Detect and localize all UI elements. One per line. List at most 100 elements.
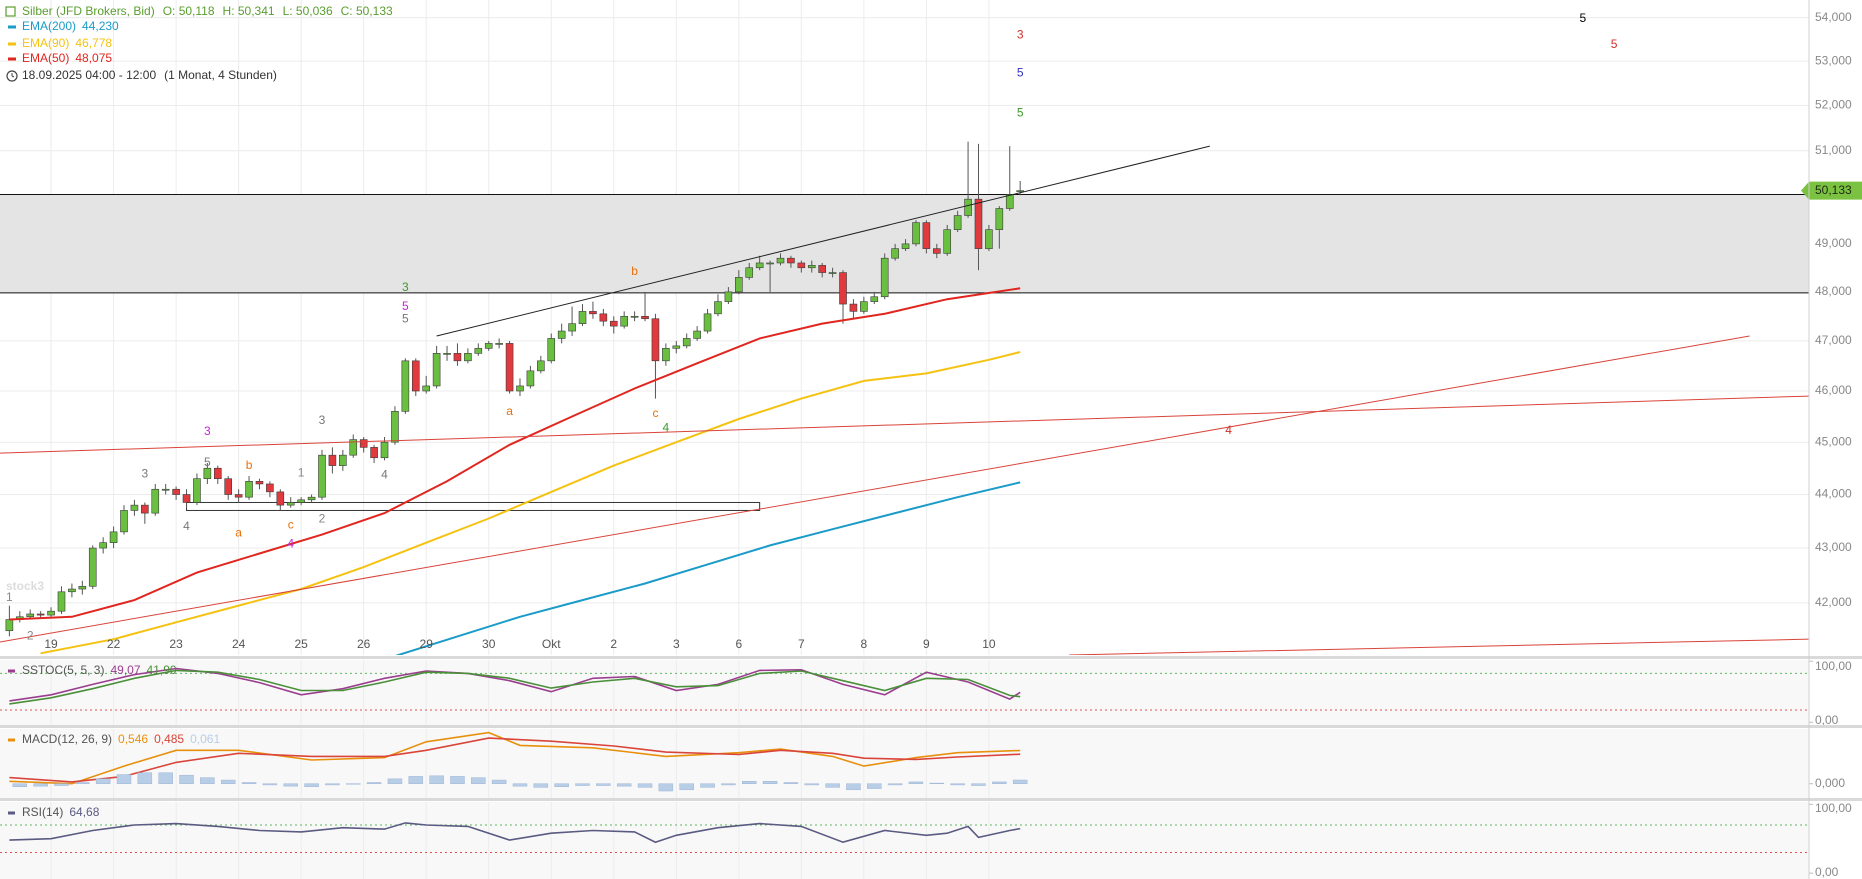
clock-icon bbox=[6, 70, 18, 82]
histogram-bar bbox=[700, 783, 715, 788]
histogram-bar bbox=[137, 772, 153, 784]
candle-body bbox=[245, 481, 253, 498]
candle-body bbox=[912, 222, 920, 245]
x-tick-label: 8 bbox=[861, 637, 868, 651]
ohlc-value: C: 50,133 bbox=[341, 4, 393, 18]
candle-body bbox=[589, 311, 597, 315]
histogram-bar bbox=[54, 783, 69, 786]
candle-body bbox=[609, 320, 618, 327]
candle-body bbox=[557, 330, 566, 339]
candle-body bbox=[880, 257, 889, 298]
histogram-bar bbox=[887, 783, 903, 786]
candle-body bbox=[568, 323, 576, 332]
histogram-bar bbox=[658, 783, 674, 792]
legend-value: 44,230 bbox=[82, 19, 119, 33]
panel-background bbox=[0, 729, 1809, 798]
histogram-bar bbox=[346, 783, 361, 785]
wave-label: 4 bbox=[287, 536, 294, 550]
y-tick-label: 46,000 bbox=[1815, 383, 1852, 397]
candle-body bbox=[682, 338, 691, 347]
wave-label: 3 bbox=[142, 467, 149, 481]
candle-body bbox=[641, 315, 649, 320]
candle-body bbox=[787, 257, 795, 264]
indicator-line bbox=[40, 351, 1021, 655]
candle-body bbox=[953, 215, 962, 230]
y-tick-label: 48,000 bbox=[1815, 284, 1852, 298]
y-tick-label: 0,00 bbox=[1815, 865, 1839, 879]
panel-separator bbox=[0, 798, 1862, 801]
indicator-title: RSI(14) bbox=[22, 805, 63, 819]
candle-body bbox=[464, 353, 472, 362]
candle-body bbox=[755, 262, 764, 269]
wave-label: c bbox=[288, 518, 294, 532]
histogram-bar bbox=[575, 783, 590, 786]
indicator-value: 0,546 bbox=[118, 732, 148, 746]
candle-body bbox=[735, 277, 743, 293]
candle-body bbox=[797, 262, 806, 269]
x-tick-label: 19 bbox=[44, 637, 58, 651]
candle-body bbox=[5, 619, 14, 632]
candle-body bbox=[255, 481, 264, 485]
wave-label: 4 bbox=[1225, 423, 1232, 437]
candle-body bbox=[234, 494, 243, 498]
candle-body bbox=[443, 353, 451, 355]
histogram-bar bbox=[429, 775, 444, 784]
x-tick-label: 9 bbox=[923, 637, 930, 651]
candle-body bbox=[182, 494, 191, 503]
candle-body bbox=[995, 208, 1004, 230]
legend-swatch bbox=[8, 811, 15, 815]
candle-body bbox=[828, 272, 837, 274]
histogram-bar bbox=[929, 782, 945, 784]
indicator-value: 41,90 bbox=[147, 663, 177, 677]
candle-body bbox=[224, 478, 233, 495]
histogram-bar bbox=[637, 783, 653, 788]
histogram-bar bbox=[1012, 779, 1028, 784]
indicator-title: SSTOC(5, 5, 3) bbox=[22, 663, 104, 677]
candle-body bbox=[672, 345, 681, 349]
candle-body bbox=[703, 313, 712, 332]
wave-label: 1 bbox=[298, 466, 305, 480]
candle-body bbox=[339, 454, 347, 466]
x-tick-label: 2 bbox=[610, 637, 617, 651]
candle-body bbox=[1005, 194, 1014, 209]
x-tick-label: 29 bbox=[420, 637, 434, 651]
y-tick-label: 0,00 bbox=[1815, 713, 1839, 727]
y-tick-label: 52,000 bbox=[1815, 98, 1852, 112]
panel bbox=[0, 729, 1809, 798]
x-tick-label: Okt bbox=[542, 637, 561, 651]
wave-label: 3 bbox=[204, 424, 211, 438]
y-tick-label: 100,00 bbox=[1815, 801, 1852, 815]
histogram-bar bbox=[200, 777, 215, 784]
wave-label: c bbox=[652, 406, 658, 420]
histogram-bar bbox=[491, 779, 507, 784]
panel-background bbox=[0, 0, 1809, 655]
histogram-bar bbox=[512, 783, 528, 787]
histogram-bar bbox=[262, 783, 278, 786]
candle-body bbox=[922, 222, 931, 249]
histogram-bar bbox=[908, 781, 924, 784]
wave-label: 5 bbox=[1017, 106, 1024, 120]
histogram-bar bbox=[679, 783, 694, 791]
candle-body bbox=[359, 439, 368, 448]
price-badge-label: 50,133 bbox=[1815, 183, 1852, 197]
legend-value: 46,778 bbox=[75, 36, 112, 50]
trend-line bbox=[436, 145, 1210, 337]
symbol-icon bbox=[5, 6, 16, 17]
candle-body bbox=[620, 315, 628, 327]
candle-body bbox=[526, 370, 535, 387]
histogram-bar bbox=[762, 781, 778, 784]
indicator-line bbox=[9, 287, 1021, 621]
legend-swatch bbox=[8, 57, 16, 61]
wave-label: 5 bbox=[402, 299, 409, 313]
wave-label: 5 bbox=[402, 311, 409, 325]
candle-body bbox=[807, 265, 816, 269]
candle-body bbox=[860, 301, 868, 312]
candle-body bbox=[297, 499, 305, 503]
wave-label: b bbox=[246, 458, 253, 472]
candle-body bbox=[422, 385, 430, 392]
candle-body bbox=[193, 478, 201, 503]
histogram-bar bbox=[867, 783, 882, 789]
histogram-bar bbox=[95, 778, 111, 784]
candle-body bbox=[78, 585, 87, 590]
